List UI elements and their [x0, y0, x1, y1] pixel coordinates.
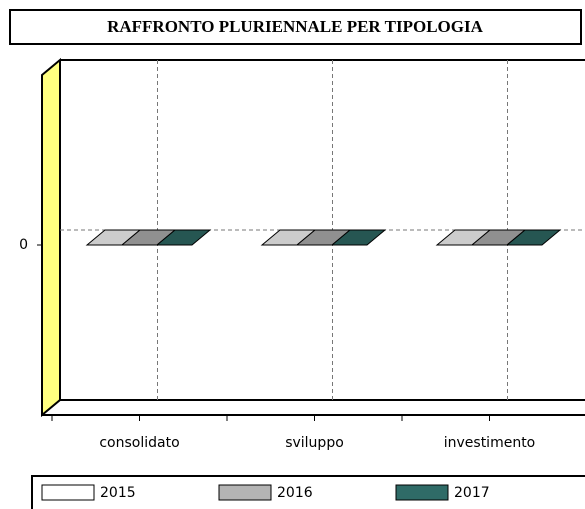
side-wall: [41, 57, 61, 418]
x-tick-label: sviluppo: [285, 435, 344, 451]
chart-title: RAFFRONTO PLURIENNALE PER TIPOLOGIA: [107, 17, 483, 36]
bar-top: [505, 229, 562, 246]
title-box: [9, 9, 582, 45]
legend-swatch: [395, 484, 449, 501]
legend-label: 2017: [454, 485, 490, 501]
legend-label: 2016: [277, 485, 313, 501]
legend-swatch: [218, 484, 272, 501]
x-tick-label: consolidato: [99, 435, 179, 451]
legend-swatch: [41, 484, 95, 501]
legend-box: [31, 475, 585, 509]
legend-label: 2015: [100, 485, 136, 501]
y-tick-label: 0: [19, 237, 28, 253]
x-tick-label: investimento: [444, 435, 536, 451]
bar-top: [330, 229, 387, 246]
bar-top: [155, 229, 212, 246]
